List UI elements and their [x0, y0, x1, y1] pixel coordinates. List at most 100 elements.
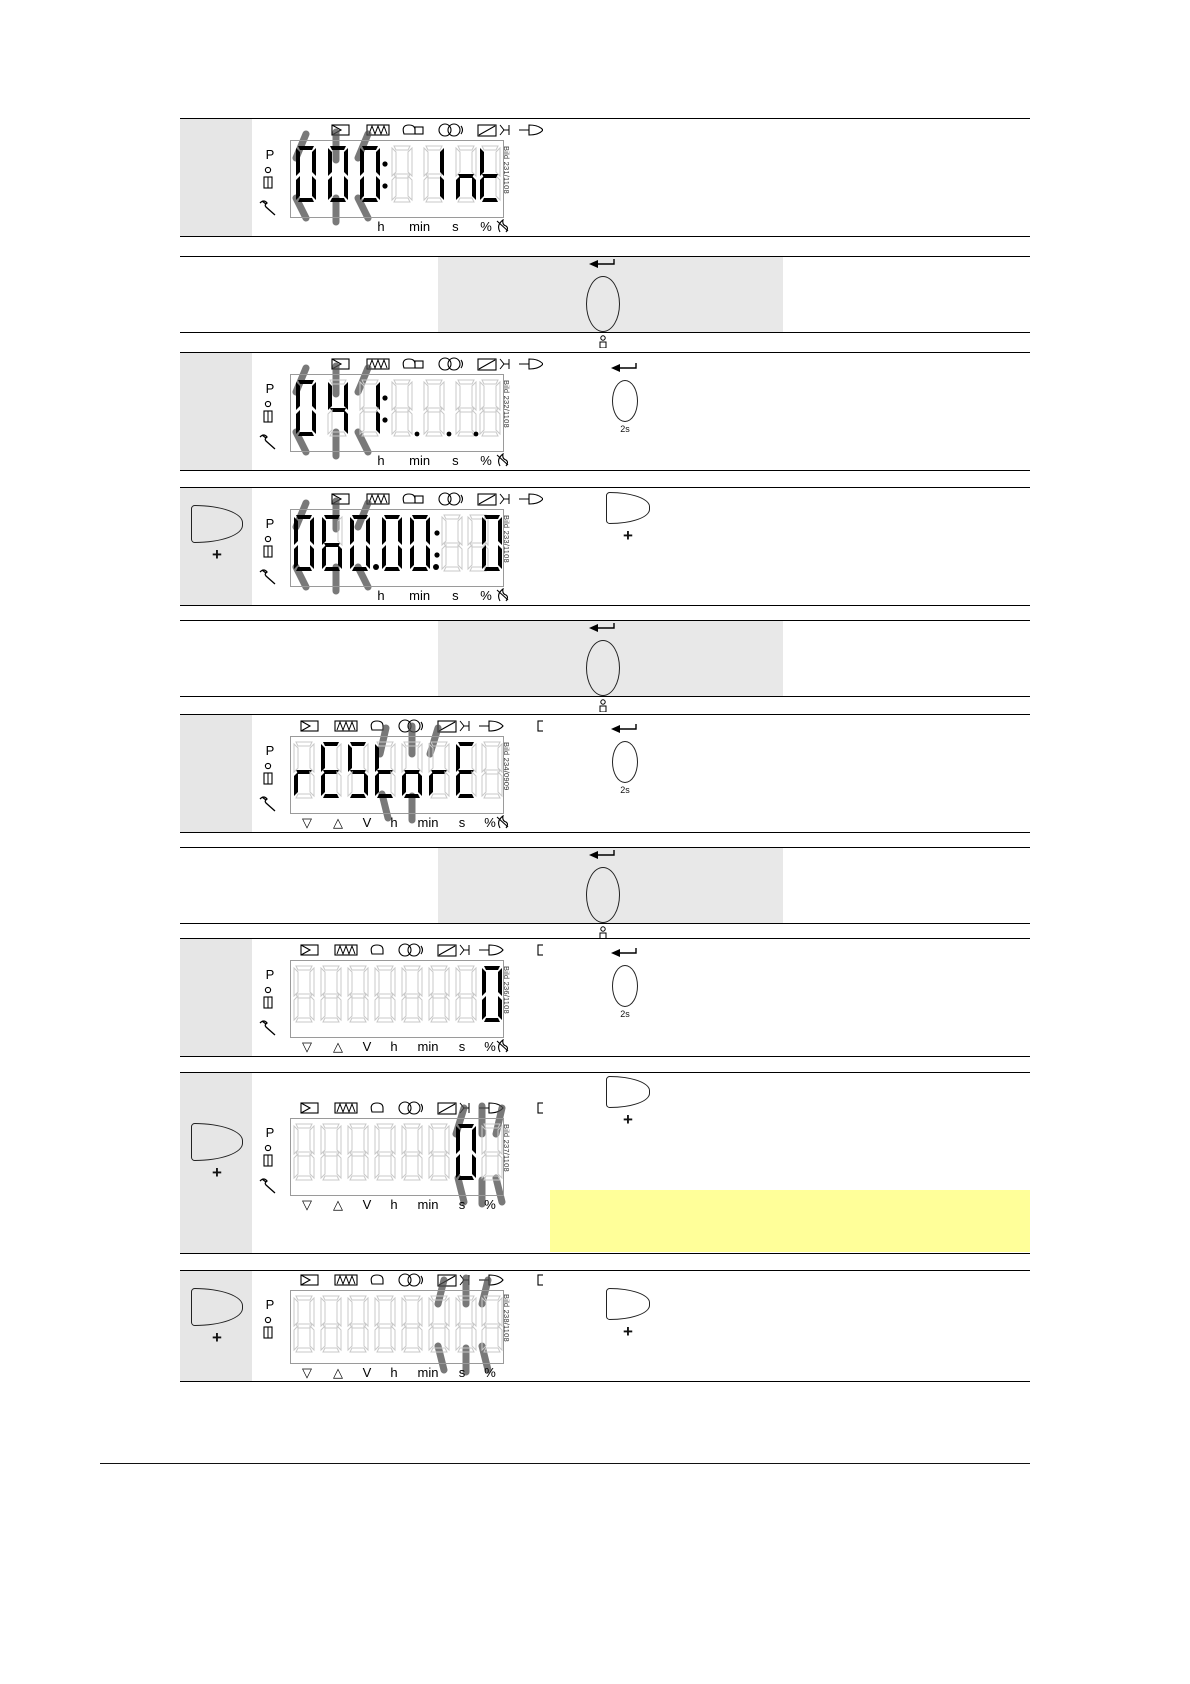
- lcd-frame: [290, 736, 504, 814]
- plus-label: +: [623, 1322, 633, 1341]
- degree-door-icons: [263, 1316, 273, 1339]
- label-s: s: [458, 1197, 466, 1212]
- wrench-icon: [259, 200, 276, 216]
- lcd-top-icon-strip: [331, 357, 543, 371]
- lcd-digits-row-3: [296, 379, 501, 437]
- no-flame-icon: [496, 453, 509, 467]
- row-8-left-cell: [180, 939, 252, 1056]
- label-h: h: [377, 453, 385, 468]
- enter-key-row-8[interactable]: 2s: [595, 947, 655, 1019]
- p-indicator: P: [265, 743, 275, 758]
- leaf-key[interactable]: [191, 505, 243, 543]
- label-s: s: [458, 815, 466, 830]
- lcd-left-indicators: P: [262, 382, 278, 434]
- triangle-down-icon: ▽: [302, 1365, 312, 1380]
- lcd-frame: [290, 960, 504, 1038]
- lcd-bottom-labels-row-3: h min s %: [368, 454, 496, 468]
- row-divider: [180, 118, 1030, 119]
- row-6-left-cell: [180, 715, 252, 832]
- leaf-key[interactable]: [606, 1288, 650, 1320]
- label-v: V: [362, 1197, 372, 1212]
- triangle-down-icon: ▽: [302, 1039, 312, 1054]
- row-divider: [180, 1270, 1030, 1271]
- label-min: min: [409, 453, 431, 468]
- enter-key-row-7[interactable]: [573, 849, 633, 944]
- lcd-bottom-labels-row-4: h min s %: [368, 589, 496, 603]
- no-flame-icon: [496, 1039, 509, 1053]
- leaf-key[interactable]: [606, 1076, 650, 1108]
- leaf-key[interactable]: [606, 492, 650, 524]
- note-highlight-block: [550, 1190, 1030, 1252]
- lcd-bottom-labels-row-9: ▽ △ V h min s %: [298, 1198, 498, 1212]
- oval-key[interactable]: [586, 276, 620, 332]
- enter-key-row-5[interactable]: [573, 622, 633, 717]
- triangle-up-icon: △: [333, 815, 343, 830]
- wrench-icon: [259, 434, 276, 450]
- wrench-icon: [259, 1020, 276, 1036]
- row-divider: [180, 938, 1030, 939]
- figure-label: Bild 237/1108: [502, 1124, 511, 1172]
- label-min: min: [417, 1197, 439, 1212]
- label-h: h: [390, 1365, 398, 1380]
- label-v: V: [362, 815, 372, 830]
- enter-arrow-icon: [589, 259, 615, 268]
- plus-label: +: [212, 1163, 222, 1182]
- figure-label: Bild 238/1108: [502, 1294, 511, 1342]
- plus-key-row-4-right[interactable]: +: [597, 492, 659, 544]
- label-pct: %: [480, 453, 492, 468]
- p-indicator: P: [265, 516, 275, 531]
- enter-key-row-6[interactable]: 2s: [595, 723, 655, 795]
- plus-key-row-9-left[interactable]: +: [186, 1123, 248, 1182]
- label-pct: %: [484, 1365, 496, 1380]
- enter-key-row-2[interactable]: [573, 258, 633, 353]
- leaf-key[interactable]: [191, 1288, 243, 1326]
- oval-key[interactable]: [586, 867, 620, 923]
- plus-key-row-10-left[interactable]: +: [186, 1288, 248, 1346]
- label-pct: %: [480, 219, 492, 234]
- label-s: s: [458, 1039, 466, 1054]
- label-h: h: [390, 1197, 398, 1212]
- lcd-bottom-labels-row-6: ▽ △ V h min s %: [298, 816, 498, 830]
- lcd-display-row-3: P: [258, 356, 543, 468]
- lcd-left-indicators: P: [262, 1298, 278, 1342]
- plus-key-row-10-right[interactable]: +: [597, 1288, 659, 1341]
- enter-key-row-3[interactable]: 2s: [595, 362, 655, 434]
- oval-key[interactable]: [612, 380, 638, 422]
- enter-arrow-icon: [611, 363, 637, 372]
- oval-key[interactable]: [612, 741, 638, 783]
- triangle-down-icon: ▽: [302, 815, 312, 830]
- label-s: s: [458, 1365, 466, 1380]
- row-divider: [180, 1253, 1030, 1254]
- lcd-frame: [290, 1118, 504, 1196]
- lcd-frame: [290, 140, 504, 218]
- degree-door-icons: [263, 1144, 273, 1167]
- row-divider: [180, 352, 1030, 353]
- label-h: h: [390, 1039, 398, 1054]
- row-divider: [180, 487, 1030, 488]
- label-pct: %: [480, 588, 492, 603]
- enter-arrow-icon: [589, 850, 615, 859]
- label-min: min: [417, 815, 439, 830]
- figure-label: Bild 233/1108: [502, 515, 511, 563]
- row-1-left-cell: [180, 119, 252, 236]
- label-s: s: [452, 588, 459, 603]
- lcd-display-row-8: P: [258, 942, 543, 1056]
- plus-key-row-9-right[interactable]: +: [597, 1076, 659, 1128]
- wrench-icon: [259, 796, 276, 812]
- oval-key[interactable]: [586, 640, 620, 696]
- oval-key[interactable]: [612, 965, 638, 1007]
- figure-label: Bild 231/1108: [502, 146, 511, 194]
- degree-door-icons: [263, 762, 273, 785]
- label-h: h: [390, 815, 398, 830]
- lcd-left-indicators: P: [262, 968, 278, 1020]
- leaf-key[interactable]: [191, 1123, 243, 1161]
- row-divider: [180, 1056, 1030, 1057]
- row-divider: [180, 470, 1030, 471]
- label-pct: %: [484, 815, 496, 830]
- label-s: s: [452, 453, 459, 468]
- lcd-display-row-10: P: [258, 1272, 543, 1382]
- plus-key-row-4-left[interactable]: +: [186, 505, 248, 563]
- row-divider: [180, 236, 1030, 237]
- lcd-top-icon-strip: [300, 943, 543, 957]
